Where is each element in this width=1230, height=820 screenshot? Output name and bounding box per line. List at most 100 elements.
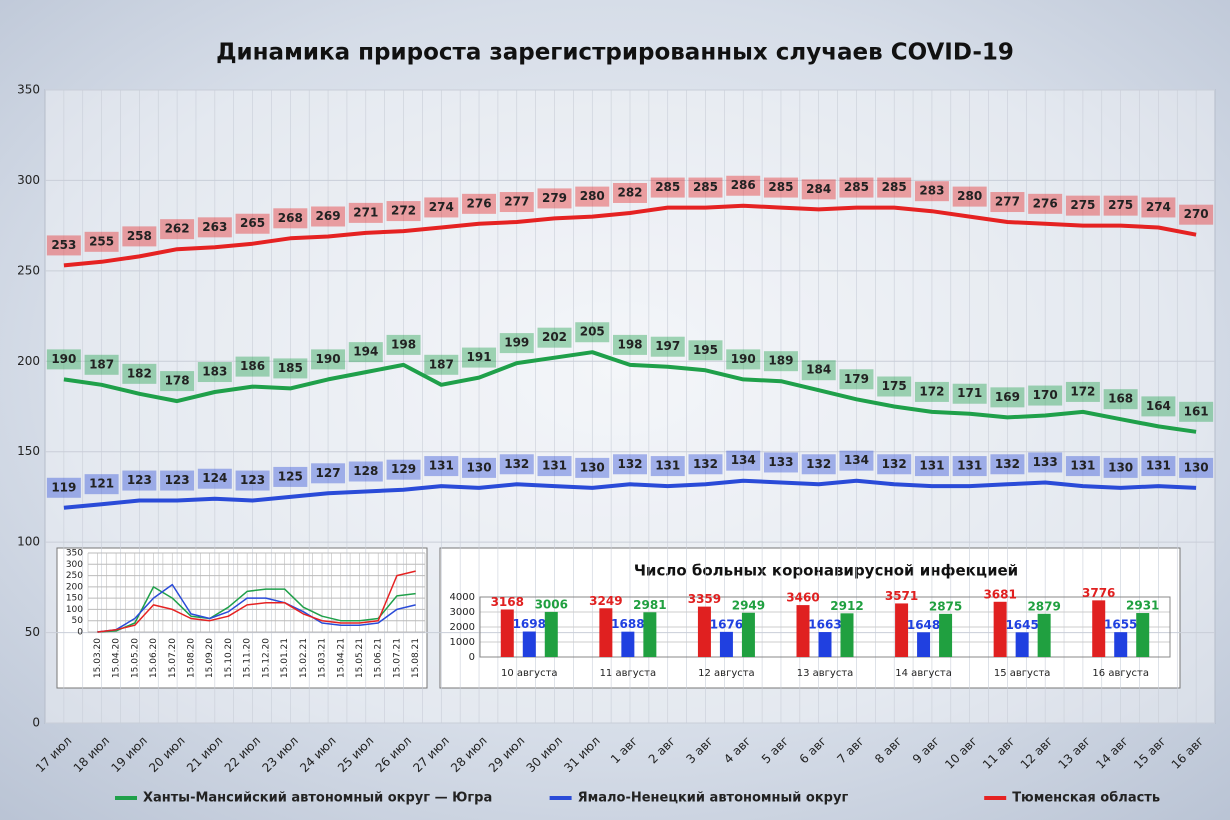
data-label: 3571 — [885, 589, 918, 603]
bar — [917, 632, 931, 657]
x-tick-label: 11 августа — [600, 668, 657, 679]
data-label: 255 — [89, 234, 114, 248]
data-label-box — [650, 456, 685, 477]
data-label-box — [235, 213, 270, 234]
data-label-box — [839, 450, 874, 471]
data-label-box — [46, 235, 81, 256]
data-label: 2875 — [929, 599, 962, 613]
data-label: 285 — [768, 180, 793, 194]
data-label: 182 — [127, 366, 152, 380]
y-tick-label: 3000 — [450, 607, 475, 618]
legend-label: Ханты-Мансийский автономный округ — Югра — [143, 791, 492, 806]
data-label-box — [613, 182, 647, 203]
data-label: 262 — [165, 222, 190, 236]
data-label: 1676 — [710, 617, 743, 631]
data-label: 284 — [806, 182, 831, 196]
data-label: 1648 — [907, 618, 940, 632]
data-label: 265 — [240, 216, 265, 230]
data-label-box — [990, 454, 1025, 475]
data-label-box — [1028, 452, 1063, 473]
data-label: 285 — [655, 180, 680, 194]
data-label: 3249 — [589, 594, 622, 608]
data-label-box — [84, 474, 119, 495]
data-label: 124 — [202, 471, 227, 485]
data-label: 128 — [353, 464, 378, 478]
data-label: 130 — [467, 460, 492, 474]
data-label-box — [726, 349, 761, 370]
data-label-box — [499, 454, 534, 475]
data-label-box — [273, 208, 308, 229]
bar — [818, 632, 832, 657]
x-tick-label: 15.02.21 — [299, 638, 309, 678]
data-label-box — [613, 334, 647, 355]
x-tick-label: 15.06.21 — [374, 638, 384, 678]
data-label-box — [122, 470, 157, 491]
x-tick-label: 14 августа — [895, 668, 952, 679]
data-label-box — [575, 457, 610, 478]
y-tick-label: 300 — [17, 173, 40, 187]
data-label-box — [801, 454, 836, 475]
data-label-box — [839, 177, 874, 198]
data-label: 280 — [957, 189, 982, 203]
data-label: 1663 — [808, 618, 841, 632]
data-label-box — [348, 461, 383, 482]
data-label: 185 — [278, 361, 303, 375]
y-tick-label: 4000 — [450, 592, 475, 603]
data-label: 285 — [693, 180, 718, 194]
series-line — [63, 478, 1197, 510]
data-label-box — [575, 186, 610, 207]
data-label: 134 — [731, 453, 756, 467]
bar — [1092, 600, 1106, 657]
x-tick-label: 15.03.21 — [318, 638, 328, 678]
data-label-box — [1141, 396, 1176, 417]
x-tick-label: 15.03.20 — [93, 638, 103, 678]
data-label-box — [1065, 381, 1100, 402]
data-label: 3168 — [491, 595, 524, 609]
x-tick-label: 15.07.20 — [168, 638, 178, 678]
data-label-box — [952, 456, 987, 477]
data-label-box — [575, 322, 610, 343]
data-label: 1698 — [513, 617, 546, 631]
data-label: 131 — [655, 459, 680, 473]
data-label: 190 — [731, 352, 756, 366]
y-tick-label: 250 — [17, 263, 40, 277]
data-label: 123 — [165, 473, 190, 487]
inset-frame — [56, 547, 428, 689]
data-label-box — [499, 192, 534, 213]
data-label: 184 — [806, 363, 831, 377]
data-label: 2931 — [1126, 599, 1159, 613]
y-tick-label: 350 — [66, 549, 83, 559]
data-label-box — [197, 468, 232, 489]
bar — [840, 613, 854, 657]
data-label: 3460 — [786, 591, 819, 605]
data-label-box — [914, 456, 949, 477]
data-label: 131 — [542, 459, 567, 473]
data-label-box — [763, 351, 798, 372]
data-label: 187 — [429, 357, 454, 371]
data-label: 258 — [127, 229, 152, 243]
data-label: 270 — [1184, 207, 1209, 221]
data-label-box — [499, 333, 534, 354]
data-label: 3006 — [535, 597, 568, 611]
data-label: 172 — [1070, 384, 1095, 398]
data-label-box — [311, 463, 346, 484]
data-label-box — [1065, 195, 1100, 216]
data-label: 274 — [1146, 200, 1171, 214]
bar — [500, 609, 514, 657]
data-label-box — [122, 363, 157, 384]
data-label: 125 — [278, 469, 303, 483]
bar — [1136, 613, 1150, 657]
data-label: 131 — [1146, 459, 1171, 473]
y-tick-label: 150 — [17, 444, 40, 458]
y-tick-label: 50 — [25, 625, 40, 639]
data-label: 205 — [580, 325, 605, 339]
data-label: 132 — [995, 457, 1020, 471]
data-label-box — [348, 202, 383, 223]
data-label: 127 — [316, 466, 341, 480]
data-label: 161 — [1184, 404, 1209, 418]
data-label-box — [801, 179, 836, 200]
data-label-box — [726, 175, 761, 196]
data-label: 197 — [655, 339, 680, 353]
data-label: 198 — [617, 337, 642, 351]
